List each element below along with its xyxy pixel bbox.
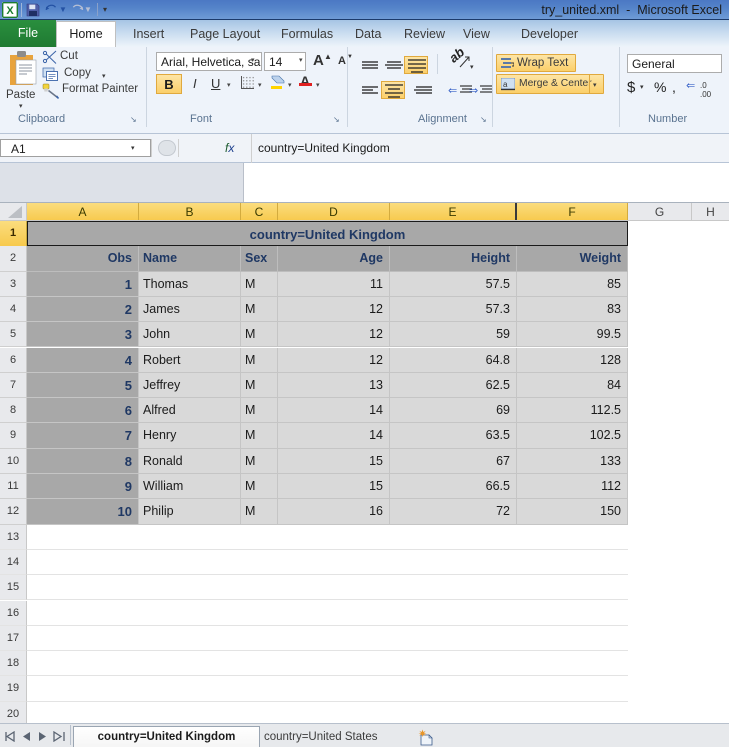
svg-text:X: X	[6, 5, 14, 17]
svg-text:a: a	[503, 80, 508, 89]
